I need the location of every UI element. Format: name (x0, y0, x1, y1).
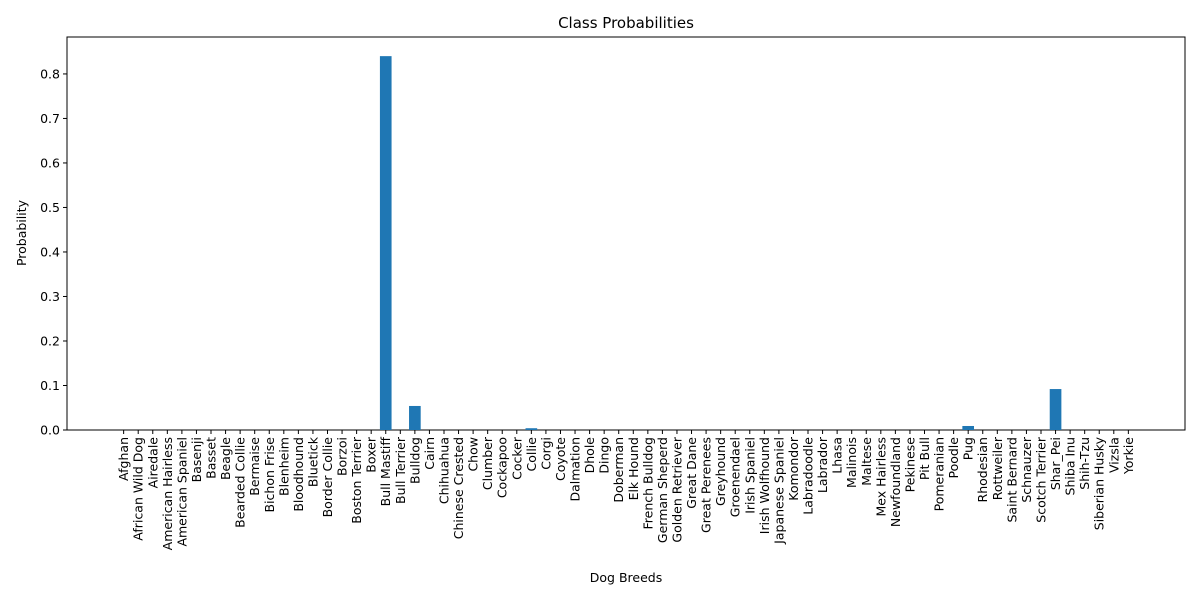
y-tick-label: 0.6 (40, 155, 60, 170)
x-tick-label: Pomeranian (932, 437, 947, 511)
x-tick-label: Komondor (786, 436, 801, 501)
bar (962, 425, 975, 430)
x-tick-label: Pekinese (902, 437, 917, 493)
y-tick-label: 0.2 (40, 333, 60, 348)
x-tick-label: Chow (466, 437, 481, 472)
x-tick-label: Labradoodle (801, 437, 816, 515)
x-tick-label: Bearded Collie (233, 437, 248, 528)
x-tick-label: Dhole (582, 437, 597, 474)
x-tick-label: Poodle (946, 437, 961, 479)
x-tick-label: French Bulldog (640, 437, 655, 530)
x-tick-label: Yorkie (1121, 437, 1136, 475)
x-tick-label: Bulldog (407, 437, 422, 484)
x-tick-label: Dalmation (568, 437, 583, 502)
x-tick-label: Shiba Inu (1063, 437, 1078, 495)
x-tick-label: Labrador (815, 436, 830, 493)
x-tick-label: Japanese Spaniel (771, 437, 786, 545)
x-tick-label: Bull Terrier (393, 436, 408, 504)
x-tick-label: Bluetick (305, 436, 320, 487)
x-tick-label: Vizsla (1106, 437, 1121, 473)
x-tick-label: Coyote (553, 437, 568, 481)
x-tick-label: Irish Wolfhound (757, 437, 772, 534)
x-tick-label: Bloodhound (291, 437, 306, 512)
y-tick-label: 0.7 (40, 111, 60, 126)
x-tick-label: Mex Hairless (873, 437, 888, 517)
x-tick-label: Chinese Crested (451, 437, 466, 539)
x-tick-label: Basenji (189, 437, 204, 482)
x-tick-label: Schnauzer (1019, 436, 1034, 502)
bar (409, 405, 421, 430)
x-tick-label: Basset (204, 437, 219, 479)
y-tick-label: 0.4 (40, 244, 60, 259)
x-tick-label: Bull Mastiff (378, 437, 393, 507)
y-tick-label: 0.0 (40, 423, 60, 438)
bar (379, 56, 392, 431)
x-tick-label: Boxer (364, 436, 379, 473)
x-tick-label: Bermaise (247, 437, 262, 496)
chart-title: Class Probabilities (558, 14, 694, 32)
x-tick-label: Chihuahua (436, 437, 451, 504)
bar (525, 428, 538, 430)
x-tick-label: Lhasa (830, 437, 845, 474)
x-tick-label: Maltese (859, 437, 874, 486)
x-tick-label: Newfoundland (888, 437, 903, 527)
x-tick-label: Bichon Frise (262, 437, 277, 513)
x-tick-label: Saint Bernard (1004, 437, 1019, 523)
x-tick-label: Border Collie (320, 437, 335, 518)
x-tick-label: Boston Terrier (349, 436, 364, 524)
bar (1049, 389, 1062, 430)
y-tick-label: 0.5 (40, 200, 60, 215)
x-tick-label: Rhodesian (975, 437, 990, 502)
x-tick-label: Scotch Terrier (1033, 436, 1048, 523)
x-tick-label: Cairn (422, 437, 437, 470)
x-tick-label: African Wild Dog (131, 437, 146, 541)
x-tick-label: Siberian Husky (1092, 436, 1107, 530)
x-tick-label: Doberman (611, 437, 626, 503)
x-tick-label: Great Perenees (699, 437, 714, 533)
y-axis-label: Probability (14, 199, 29, 266)
x-tick-label: Collie (524, 437, 539, 472)
x-tick-label: Beagle (218, 437, 233, 480)
x-tick-label: Shih-Tzu (1077, 437, 1092, 490)
x-tick-label: American Hairless (160, 437, 175, 550)
x-tick-label: Dingo (597, 437, 612, 474)
y-tick-label: 0.8 (40, 66, 60, 81)
x-tick-label: Golden Retriever (669, 436, 684, 542)
x-tick-label: Borzoi (335, 437, 350, 476)
x-axis-label: Dog Breeds (590, 570, 662, 585)
x-tick-label: Cockapoo (495, 437, 510, 498)
x-tick-label: Elk Hound (626, 437, 641, 500)
x-tick-label: Irish Spaniel (742, 437, 757, 514)
x-tick-label: Cocker (509, 436, 524, 480)
x-tick-label: Corgi (538, 437, 553, 470)
x-tick-label: Airedale (145, 437, 160, 489)
x-tick-label: Pug (961, 437, 976, 460)
x-tick-label: American Spaniel (174, 437, 189, 547)
y-tick-label: 0.1 (40, 378, 60, 393)
x-tick-label: Rottweiler (990, 436, 1005, 500)
x-tick-label: Pit Bull (917, 437, 932, 480)
x-tick-label: Clumber (480, 436, 495, 490)
x-tick-label: German Sheperd (655, 437, 670, 543)
x-tick-label: Greyhound (713, 437, 728, 506)
x-tick-label: Blenheim (276, 437, 291, 496)
x-tick-label: Groenendael (728, 437, 743, 517)
x-tick-label: Malinois (844, 437, 859, 488)
x-tick-label: Shar_Pei (1048, 437, 1063, 490)
x-tick-label: Great Dane (684, 437, 699, 509)
x-tick-label: Afghan (116, 437, 131, 481)
plot-frame (66, 36, 1186, 431)
y-tick-label: 0.3 (40, 289, 60, 304)
